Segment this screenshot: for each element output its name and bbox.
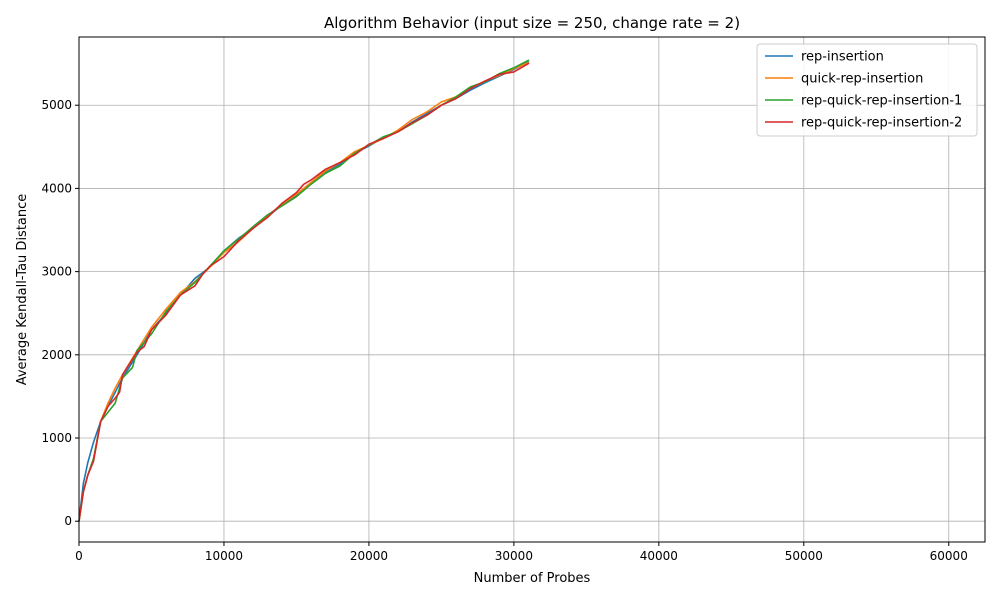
x-tick-label: 40000 (640, 549, 678, 563)
legend-label: rep-quick-rep-insertion-2 (801, 116, 962, 131)
y-tick-label: 5000 (41, 98, 72, 112)
series-lines (78, 59, 530, 523)
legend-label: quick-rep-insertion (801, 72, 923, 87)
legend: rep-insertion quick-rep-insertion rep-quic… (756, 43, 978, 137)
series-line-rep-insertion (78, 61, 530, 523)
axis-ticks: 0 10000 20000 30000 40000 50000 60000 0 1000 2000… (41, 98, 967, 563)
plot-frame (78, 36, 986, 543)
y-tick-label: 1000 (41, 431, 72, 445)
legend-box (756, 43, 978, 137)
series-line-rep-quick-rep-insertion-2 (78, 62, 530, 523)
series-line-rep-quick-rep-insertion-1 (78, 59, 530, 523)
x-tick-label: 10000 (205, 549, 243, 563)
y-tick-label: 3000 (41, 265, 72, 279)
x-axis-label: Number of Probes (474, 571, 591, 586)
x-tick-label: 0 (75, 549, 83, 563)
x-tick-label: 60000 (930, 549, 968, 563)
y-tick-label: 4000 (41, 181, 72, 195)
x-tick-label: 50000 (785, 549, 823, 563)
x-tick-label: 30000 (495, 549, 533, 563)
x-tick-label: 20000 (350, 549, 388, 563)
chart-title: Algorithm Behavior (input size = 250, ch… (324, 14, 740, 32)
legend-label: rep-insertion (801, 50, 884, 65)
y-tick-label: 0 (64, 514, 72, 528)
y-tick-label: 2000 (41, 348, 72, 362)
legend-label: rep-quick-rep-insertion-1 (801, 94, 962, 109)
series-line-quick-rep-insertion (78, 61, 530, 523)
y-axis-label: Average Kendall-Tau Distance (15, 194, 30, 386)
